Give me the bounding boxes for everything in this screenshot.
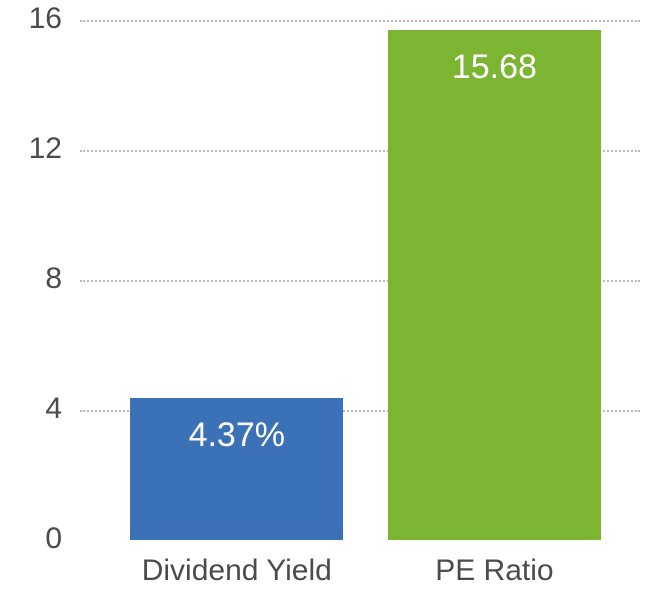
y-tick-label: 0 xyxy=(0,522,62,556)
plot-area: 4.37% 15.68 xyxy=(80,20,640,540)
x-tick-label: Dividend Yield xyxy=(130,554,343,588)
y-tick-label: 8 xyxy=(0,262,62,296)
y-tick-label: 12 xyxy=(0,132,62,166)
bar-value-label: 4.37% xyxy=(130,416,343,455)
bar: 4.37% xyxy=(130,398,343,540)
y-tick-label: 4 xyxy=(0,392,62,426)
bar: 15.68 xyxy=(388,30,601,540)
y-tick-label: 16 xyxy=(0,2,62,36)
bar-chart: 4.37% 15.68 0 4 8 12 16 Dividend Yield PE Rati… xyxy=(0,0,650,600)
bar-value-label: 15.68 xyxy=(388,48,601,87)
x-tick-label: PE Ratio xyxy=(388,554,601,588)
gridline xyxy=(80,20,640,22)
